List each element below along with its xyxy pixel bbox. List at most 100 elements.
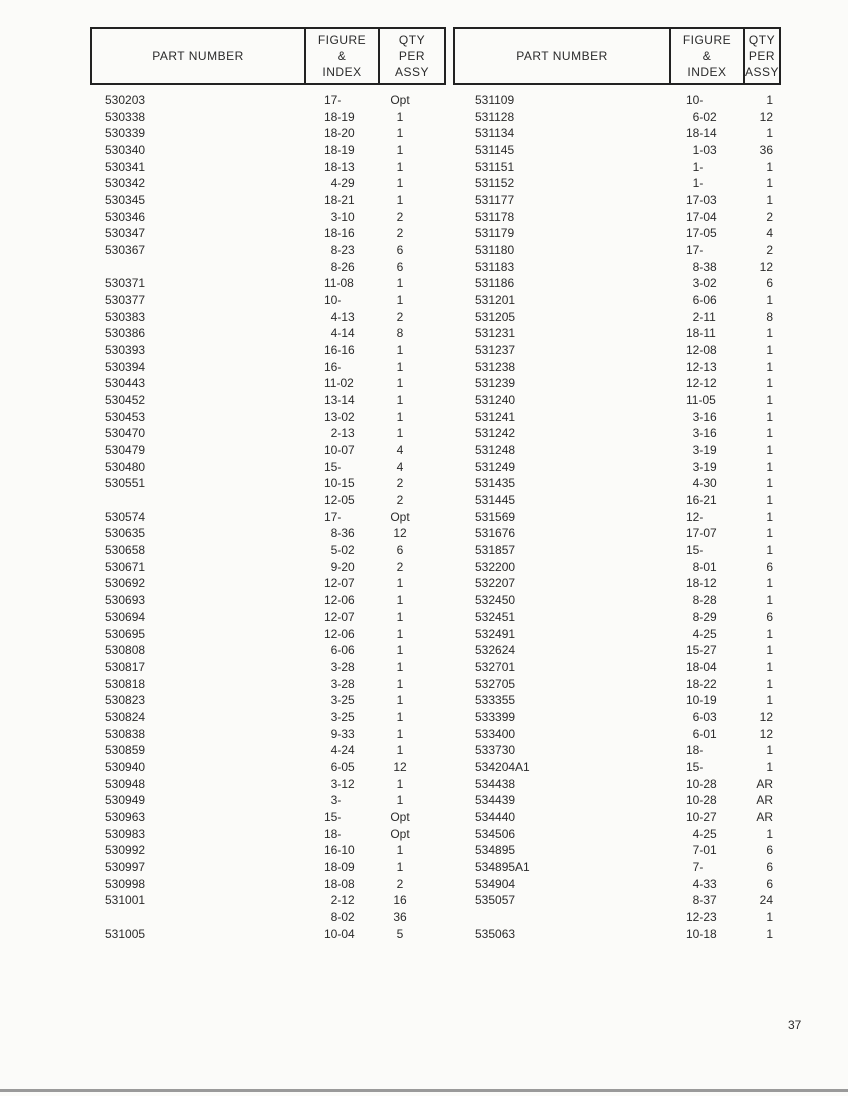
figure-index: 10- [324,293,342,308]
figure-index: 8-36 [330,526,355,541]
figure-index: 8-01 [692,559,717,574]
figure-index: 17-03 [686,193,717,208]
table-row: 530658 5-02 6 [105,542,445,559]
figure-index: 12-05 [324,493,355,508]
part-number: 531445 [475,493,516,508]
part-number: 531134 [475,126,515,141]
figure-index: 10-27 [686,809,717,824]
part-number: 531237 [475,343,516,358]
header-qty-line: PER [398,49,426,63]
qty-per-assy: AR [756,809,773,824]
part-number: 534895A1 [475,859,530,874]
part-number: 531857 [475,543,516,558]
qty-per-assy: 1 [766,826,773,841]
table-row: 530992 16-10 1 [105,842,445,859]
figure-index: 12-06 [324,626,355,641]
qty-per-assy: 1 [766,193,773,208]
qty-per-assy: 2 [396,876,404,891]
table-row: 530377 10- 1 [105,292,445,309]
figure-index: 17- [324,509,342,524]
qty-per-assy: 1 [396,109,404,124]
qty-per-assy: 1 [766,293,773,308]
part-number: 531186 [475,276,515,291]
figure-index: 10- [686,93,704,107]
part-number: 530998 [105,876,146,891]
figure-index: 16-10 [324,843,355,858]
figure-index: 10-28 [686,776,717,791]
figure-index: 18-13 [324,159,355,174]
table-row: 534204A1 15- 1 [475,759,785,776]
qty-per-assy: 1 [396,343,404,358]
figure-index: 18-14 [686,126,717,141]
table-row: 530346 3-10 2 [105,209,445,226]
part-number: 531569 [475,509,516,524]
figure-index: 2-13 [330,426,355,441]
figure-index: 3-16 [692,426,717,441]
qty-per-assy: 12 [759,709,773,724]
header-qty-per-assy: QTY PER ASSY [745,29,779,83]
part-number: 530345 [105,193,146,208]
part-number: 530393 [105,343,146,358]
part-number: 530983 [105,826,146,841]
qty-per-assy: 2 [396,209,404,224]
part-number: 534506 [475,826,516,841]
qty-per-assy: 4 [396,443,404,458]
part-number: 530948 [105,776,146,791]
part-number: 534895 [475,843,516,858]
qty-per-assy: 1 [396,659,404,674]
part-number: 534439 [475,793,516,808]
part-number: 531205 [475,309,516,324]
qty-per-assy: 1 [766,576,773,591]
figure-index: 6-03 [692,709,717,724]
part-number: 532705 [475,676,516,691]
qty-per-assy: 1 [766,926,773,941]
part-number: 530342 [105,176,146,191]
part-number: 530818 [105,676,146,691]
part-number: 530997 [105,859,146,874]
part-number: 530367 [105,243,146,258]
qty-per-assy: Opt [390,93,410,107]
part-number: 533355 [475,693,516,708]
table-row: 531109 10- 1 [475,92,785,109]
part-number: 532451 [475,609,516,624]
part-number: 531435 [475,476,516,491]
figure-index: 3-12 [330,776,355,791]
figure-index: 8-02 [330,909,355,924]
table-row: 530470 2-13 1 [105,425,445,442]
figure-index: 18-21 [324,193,355,208]
table-row: 531205 2-11 8 [475,309,785,326]
part-number: 530338 [105,109,146,124]
figure-index: 13-14 [324,393,355,408]
table-row: 12-23 1 [475,909,785,926]
table-row: 531676 17-07 1 [475,525,785,542]
qty-per-assy: 6 [766,859,773,874]
table-row: 530203 17- Opt [105,92,445,109]
figure-index: 6-05 [330,759,355,774]
figure-index: 15- [686,759,704,774]
part-number: 531177 [475,193,515,208]
figure-index: 8-37 [692,893,717,908]
part-number: 534440 [475,809,516,824]
part-number: 532491 [475,626,516,641]
part-number: 530443 [105,376,146,391]
header-qty-line: ASSY [394,65,429,79]
table-row: 530997 18-09 1 [105,859,445,876]
qty-per-assy: 1 [766,343,773,358]
part-number: 530671 [105,559,146,574]
table-row: 12-05 2 [105,492,445,509]
part-number: 531242 [475,426,516,441]
table-row: 530998 18-08 2 [105,876,445,893]
header-part-number: PART NUMBER [92,29,306,83]
qty-per-assy: 1 [396,276,404,291]
figure-index: 18-04 [686,659,717,674]
figure-index: 4-24 [330,743,355,758]
qty-per-assy: 1 [396,409,404,424]
table-row: 533355 10-19 1 [475,692,785,709]
part-number: 531005 [105,926,146,941]
figure-index: 1- [692,176,704,191]
header-qty-line: QTY [398,33,426,47]
qty-per-assy: 1 [396,776,404,791]
part-number: 530339 [105,126,146,141]
figure-index: 15- [324,459,342,474]
part-number: 531240 [475,393,516,408]
